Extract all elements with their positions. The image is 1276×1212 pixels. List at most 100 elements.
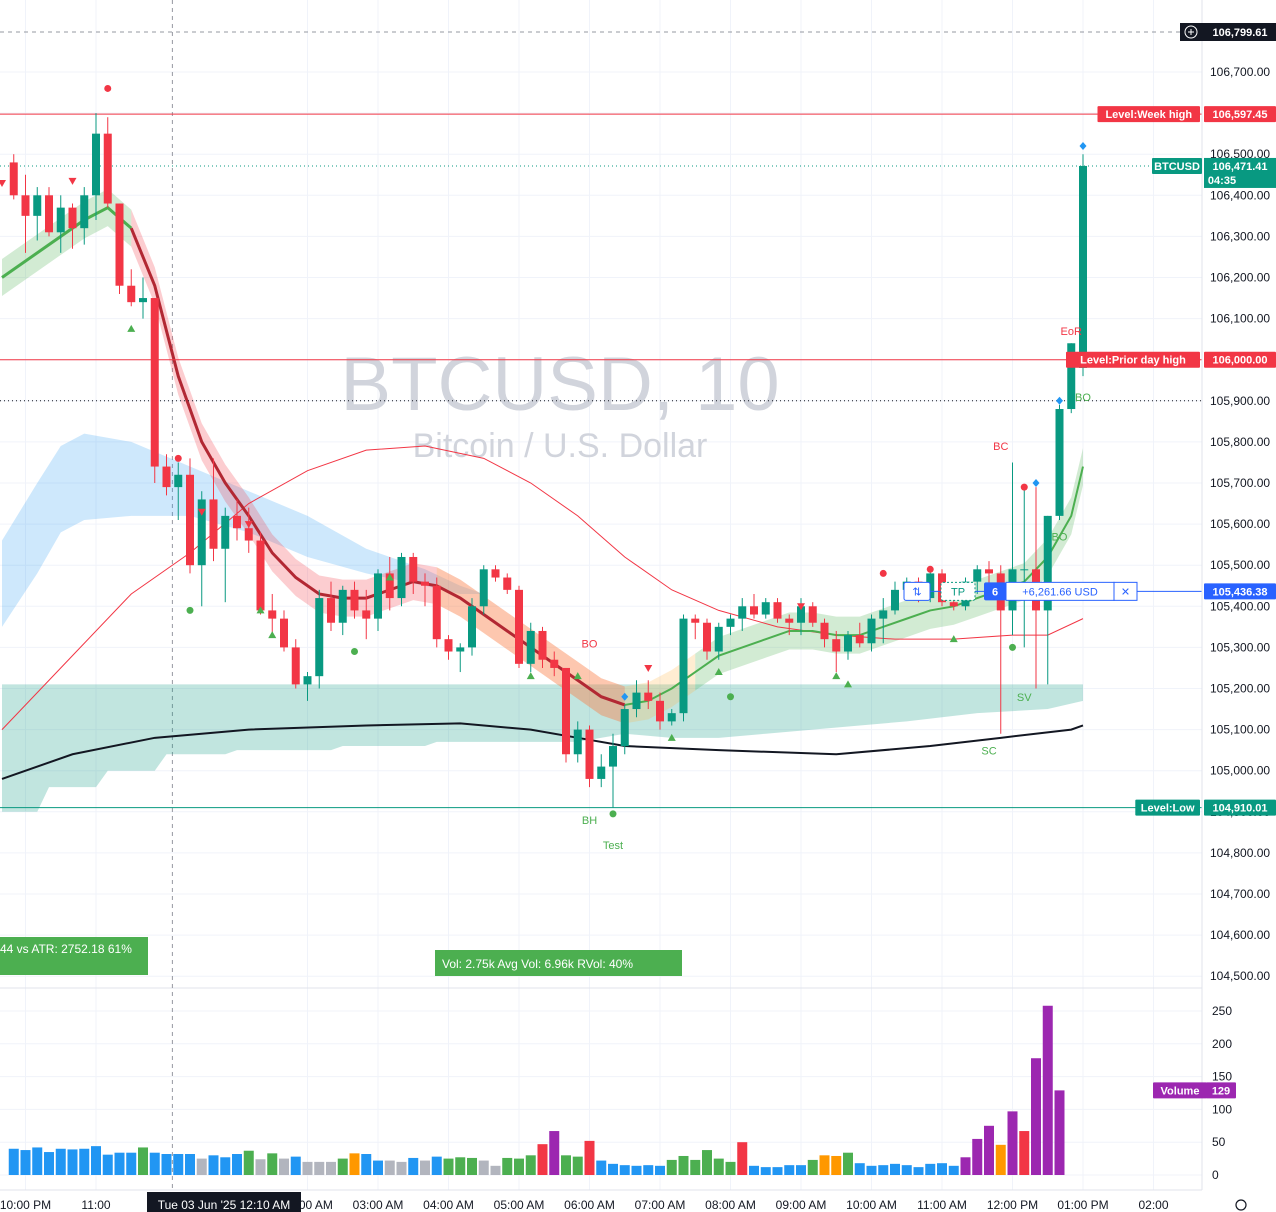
candle-body[interactable] [468,606,476,648]
volume-bar[interactable] [138,1147,148,1175]
volume-bar[interactable] [102,1154,113,1175]
candle-body[interactable] [667,713,676,722]
candle-body[interactable] [68,207,77,229]
volume-bar[interactable] [666,1159,677,1175]
volume-bar[interactable] [149,1152,160,1175]
volume-bar[interactable] [55,1148,66,1175]
volume-bar[interactable] [384,1160,395,1175]
volume-bar[interactable] [196,1158,207,1175]
candle-body[interactable] [562,667,570,755]
volume-bar[interactable] [185,1154,195,1175]
volume-bar[interactable] [1007,1111,1018,1175]
volume-bar[interactable] [608,1163,618,1175]
candle-body[interactable] [620,709,629,747]
volume-bar[interactable] [737,1142,748,1175]
candle-body[interactable] [1043,515,1052,611]
volume-bar[interactable] [161,1154,172,1175]
candle-body[interactable] [374,573,382,619]
candle-body[interactable] [233,515,241,529]
volume-bar[interactable] [831,1155,842,1175]
volume-bar[interactable] [678,1155,689,1175]
candle-body[interactable] [197,499,206,566]
position-line[interactable]: ⇅ TP 6 +6,261.66 USD ✕ [903,581,1202,601]
candle-body[interactable] [491,569,500,578]
volume-bar[interactable] [91,1146,101,1175]
volume-bar[interactable] [749,1165,759,1175]
volume-bar[interactable] [925,1163,936,1175]
volume-bar[interactable] [255,1159,266,1175]
candle-body[interactable] [632,692,641,710]
volume-bar[interactable] [784,1165,795,1175]
volume-bar[interactable] [655,1165,665,1175]
volume-bar[interactable] [67,1149,78,1175]
volume-bar[interactable] [561,1155,571,1175]
volume-bar[interactable] [807,1159,818,1175]
candle-body[interactable] [45,195,53,233]
candle-body[interactable] [150,298,159,467]
candle-body[interactable] [268,610,277,619]
volume-bar[interactable] [420,1160,430,1175]
volume-bar[interactable] [20,1150,31,1175]
candle-body[interactable] [761,602,770,615]
candle-body[interactable] [162,466,171,488]
candle-body[interactable] [9,162,18,196]
candle-body[interactable] [256,540,265,611]
candle-body[interactable] [315,598,324,677]
volume-bar[interactable] [220,1157,231,1175]
candle-body[interactable] [573,729,582,755]
candle-body[interactable] [526,630,535,664]
volume-bar[interactable] [490,1165,501,1175]
volume-bar[interactable] [173,1154,184,1175]
volume-bar[interactable] [913,1167,924,1175]
candle-body[interactable] [456,647,465,652]
candle-body[interactable] [832,639,841,652]
close-position-button[interactable] [1113,581,1138,601]
candle-body[interactable] [703,622,711,652]
volume-bar[interactable] [337,1158,348,1175]
settings-icon[interactable] [1235,1199,1247,1211]
candle-body[interactable] [773,602,782,619]
volume-bar[interactable] [1031,1058,1041,1175]
candle-body[interactable] [973,569,982,582]
candle-body[interactable] [303,676,312,685]
candle-body[interactable] [115,203,124,286]
candle-body[interactable] [644,692,653,701]
volume-bar[interactable] [631,1165,642,1175]
candle-body[interactable] [785,618,794,623]
volume-bar[interactable] [243,1150,254,1175]
volume-bar[interactable] [819,1155,830,1175]
candle-body[interactable] [127,285,136,303]
volume-bar[interactable] [279,1158,289,1175]
volume-bar[interactable] [878,1165,889,1175]
volume-bar[interactable] [995,1144,1006,1175]
candle-body[interactable] [338,589,347,623]
candle-body[interactable] [186,474,194,566]
volume-bar[interactable] [44,1152,54,1175]
volume-bar[interactable] [702,1150,712,1175]
candle-body[interactable] [797,606,805,623]
volume-bar[interactable] [549,1131,560,1175]
candle-body[interactable] [891,589,899,611]
candle-body[interactable] [327,598,335,623]
volume-bar[interactable] [361,1154,372,1175]
candle-body[interactable] [221,515,230,549]
candle-body[interactable] [80,195,89,229]
volume-bar[interactable] [572,1156,583,1175]
candle-body[interactable] [538,630,547,660]
volume-bar[interactable] [349,1153,360,1175]
volume-bar[interactable] [890,1163,900,1175]
volume-bar[interactable] [302,1161,313,1175]
candle-body[interactable] [656,700,664,722]
candle-body[interactable] [879,610,888,619]
volume-bar[interactable] [619,1165,630,1175]
candle-body[interactable] [397,556,406,599]
volume-bar[interactable] [690,1159,701,1175]
candle-body[interactable] [714,626,723,652]
volume-bar[interactable] [725,1161,736,1175]
volume-bar[interactable] [843,1152,853,1175]
candle-body[interactable] [808,606,817,623]
volume-bar[interactable] [596,1160,607,1175]
volume-series[interactable] [8,1005,1065,1175]
volume-bar[interactable] [866,1165,877,1175]
